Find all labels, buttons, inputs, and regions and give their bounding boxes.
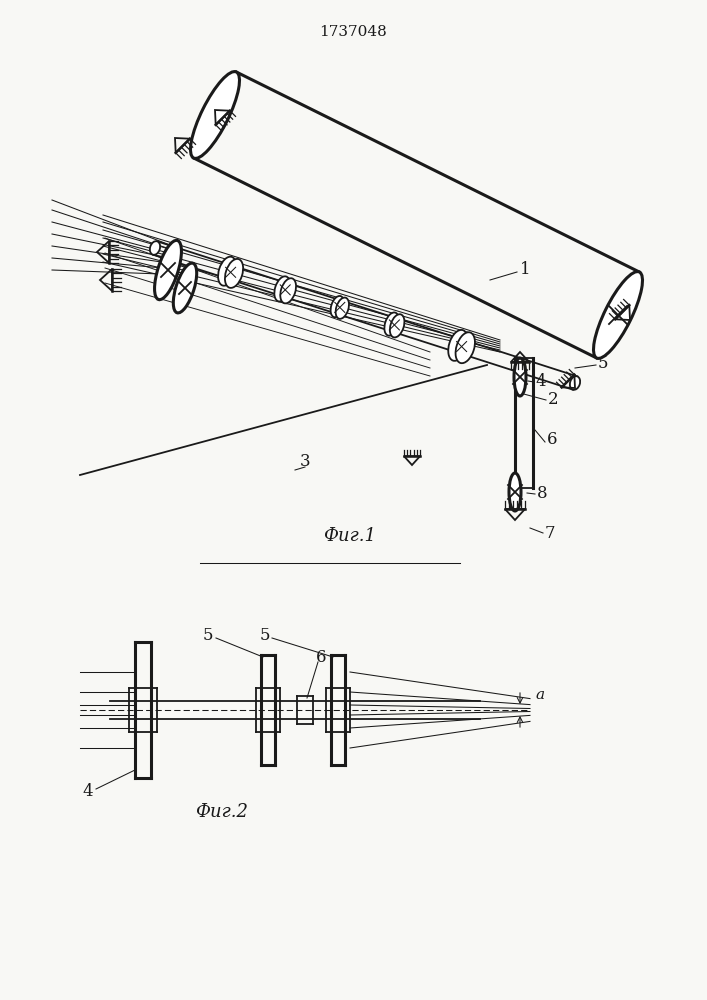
Text: 1: 1 bbox=[520, 261, 531, 278]
Text: 1737048: 1737048 bbox=[319, 25, 387, 39]
Text: 6: 6 bbox=[547, 432, 558, 448]
Ellipse shape bbox=[455, 332, 475, 363]
Ellipse shape bbox=[225, 259, 243, 288]
Ellipse shape bbox=[514, 358, 526, 396]
Ellipse shape bbox=[390, 314, 404, 337]
Ellipse shape bbox=[173, 263, 197, 313]
Ellipse shape bbox=[274, 276, 290, 301]
Text: 7: 7 bbox=[545, 524, 556, 542]
Text: a: a bbox=[535, 688, 544, 702]
Ellipse shape bbox=[448, 330, 467, 361]
Ellipse shape bbox=[155, 240, 182, 300]
Text: 4: 4 bbox=[535, 373, 546, 390]
Ellipse shape bbox=[509, 473, 521, 511]
Text: 5: 5 bbox=[259, 626, 270, 644]
Ellipse shape bbox=[385, 312, 399, 336]
Ellipse shape bbox=[570, 376, 580, 390]
Text: 4: 4 bbox=[83, 784, 93, 800]
Text: 2: 2 bbox=[548, 391, 559, 408]
Ellipse shape bbox=[331, 296, 344, 317]
Ellipse shape bbox=[190, 72, 240, 158]
Ellipse shape bbox=[280, 278, 296, 303]
Text: Фиг.2: Фиг.2 bbox=[196, 803, 248, 821]
Text: 3: 3 bbox=[300, 454, 310, 471]
Text: Фиг.1: Фиг.1 bbox=[324, 527, 377, 545]
Text: 5: 5 bbox=[203, 626, 214, 644]
Ellipse shape bbox=[150, 241, 160, 255]
Text: 8: 8 bbox=[537, 486, 548, 502]
Ellipse shape bbox=[336, 298, 349, 319]
Text: 5: 5 bbox=[598, 355, 609, 371]
Text: 6: 6 bbox=[316, 650, 326, 666]
Ellipse shape bbox=[593, 272, 643, 358]
Ellipse shape bbox=[218, 257, 236, 286]
